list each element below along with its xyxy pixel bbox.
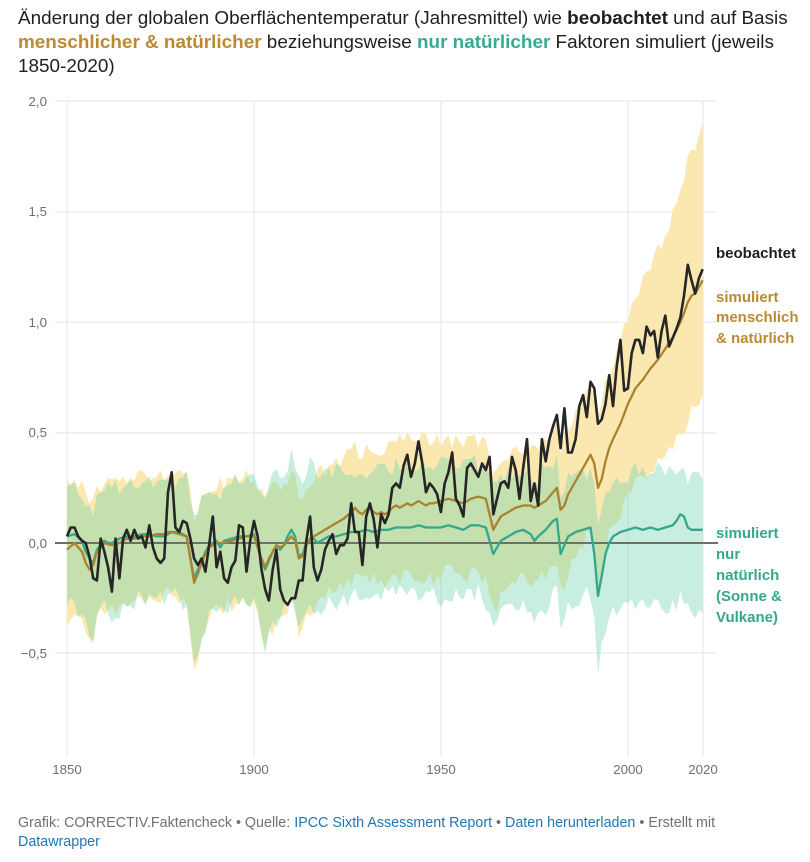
svg-text:simuliert: simuliert [716,289,779,306]
svg-text:Vulkane): Vulkane) [716,609,778,626]
svg-text:2,0: 2,0 [29,94,48,109]
svg-text:1,5: 1,5 [29,204,48,219]
svg-text:(Sonne &: (Sonne & [716,588,782,605]
svg-text:0,0: 0,0 [29,536,48,551]
svg-text:1950: 1950 [426,762,456,777]
svg-text:1850: 1850 [52,762,82,777]
svg-text:beobachtet: beobachtet [716,245,796,262]
svg-text:natürlich: natürlich [716,567,779,584]
svg-text:2000: 2000 [613,762,643,777]
svg-text:−0,5: −0,5 [21,646,47,661]
svg-text:nur: nur [716,546,740,563]
svg-text:1900: 1900 [239,762,269,777]
svg-text:2020: 2020 [688,762,718,777]
svg-text:0,5: 0,5 [29,425,48,440]
svg-text:& natürlich: & natürlich [716,330,794,347]
svg-text:1,0: 1,0 [29,315,48,330]
svg-text:menschlich: menschlich [716,309,799,326]
svg-text:simuliert: simuliert [716,525,779,542]
